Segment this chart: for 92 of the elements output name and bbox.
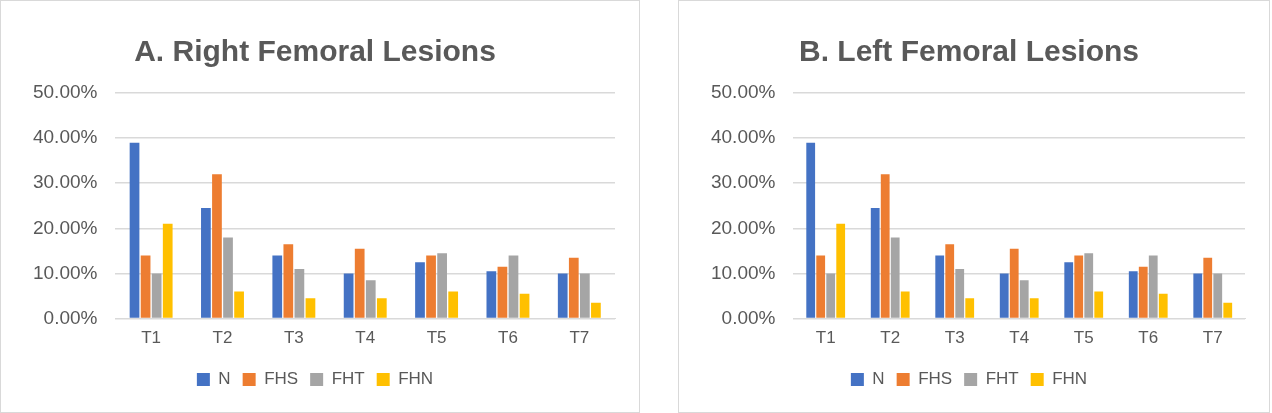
bar bbox=[870, 208, 880, 318]
bar bbox=[294, 268, 305, 318]
bar bbox=[1064, 262, 1074, 318]
bar bbox=[1223, 302, 1233, 318]
bar bbox=[272, 255, 283, 318]
bar bbox=[1009, 248, 1019, 318]
bar bbox=[1148, 255, 1158, 318]
bar bbox=[579, 273, 590, 318]
bar bbox=[826, 273, 836, 318]
bar bbox=[900, 291, 910, 318]
bar bbox=[426, 255, 436, 318]
bar bbox=[151, 273, 162, 318]
y-tick-label: 40.00% bbox=[710, 126, 776, 148]
bar bbox=[945, 244, 955, 318]
bar bbox=[234, 291, 244, 318]
bar bbox=[497, 266, 508, 318]
bar bbox=[437, 253, 447, 318]
bar bbox=[999, 273, 1009, 318]
bar bbox=[1084, 253, 1094, 318]
bar bbox=[1213, 273, 1223, 318]
bar bbox=[836, 223, 846, 318]
bar bbox=[508, 255, 519, 318]
bar bbox=[415, 262, 425, 318]
bar bbox=[1138, 266, 1148, 318]
x-tick-label: T5 bbox=[426, 328, 447, 348]
bar bbox=[1158, 293, 1168, 318]
bar bbox=[1128, 271, 1138, 318]
y-tick-label: 50.00% bbox=[710, 81, 776, 103]
bar bbox=[890, 237, 900, 318]
bar bbox=[354, 248, 365, 318]
bar bbox=[519, 293, 530, 318]
legend-label: FHT bbox=[331, 369, 365, 389]
x-tick-label: T1 bbox=[815, 328, 836, 348]
bar bbox=[1074, 255, 1084, 318]
x-tick-label: T6 bbox=[1138, 328, 1159, 348]
bar bbox=[955, 268, 965, 318]
chart-title: A. Right Femoral Lesions bbox=[134, 34, 496, 68]
x-tick-label: T3 bbox=[283, 328, 304, 348]
bar bbox=[935, 255, 945, 318]
x-tick-label: T4 bbox=[355, 328, 376, 348]
bar bbox=[486, 271, 497, 318]
bar bbox=[1094, 291, 1104, 318]
bar bbox=[880, 174, 890, 318]
legend-label: FHN bbox=[1052, 369, 1088, 389]
legend-label: FHS bbox=[264, 369, 299, 389]
bar bbox=[448, 291, 459, 318]
x-tick-label: T6 bbox=[498, 328, 518, 348]
x-tick-label: T3 bbox=[944, 328, 965, 348]
y-tick-label: 40.00% bbox=[32, 126, 98, 148]
bar bbox=[1029, 298, 1039, 318]
bar bbox=[965, 298, 975, 318]
legend-label: N bbox=[872, 369, 885, 389]
bar bbox=[223, 237, 233, 318]
x-tick-label: T7 bbox=[1202, 328, 1223, 348]
x-tick-label: T2 bbox=[880, 328, 901, 348]
legend-label: FHT bbox=[985, 369, 1019, 389]
bar bbox=[591, 302, 601, 318]
y-tick-label: 20.00% bbox=[32, 216, 98, 238]
bar bbox=[305, 298, 316, 318]
x-tick-label: T5 bbox=[1073, 328, 1094, 348]
bar bbox=[212, 174, 222, 318]
y-tick-label: 30.00% bbox=[710, 171, 776, 193]
y-tick-label: 0.00% bbox=[721, 306, 776, 328]
bar bbox=[129, 142, 140, 318]
y-tick-label: 20.00% bbox=[710, 216, 776, 238]
legend-label: FHS bbox=[918, 369, 953, 389]
bar bbox=[162, 223, 173, 318]
bar bbox=[1203, 257, 1213, 318]
bar bbox=[816, 255, 826, 318]
y-tick-label: 50.00% bbox=[32, 81, 98, 103]
bar bbox=[201, 208, 211, 318]
y-tick-label: 10.00% bbox=[710, 261, 776, 283]
y-tick-label: 30.00% bbox=[32, 171, 98, 193]
y-tick-label: 0.00% bbox=[43, 306, 98, 328]
bar bbox=[1019, 280, 1029, 318]
bar bbox=[343, 273, 354, 318]
chart-title: B. Left Femoral Lesions bbox=[798, 34, 1140, 68]
bar bbox=[376, 298, 387, 318]
bar bbox=[568, 257, 579, 318]
legend-label: N bbox=[218, 369, 231, 389]
legend-label: FHN bbox=[398, 369, 434, 389]
bar bbox=[1193, 273, 1203, 318]
x-tick-label: T4 bbox=[1009, 328, 1030, 348]
bar bbox=[283, 244, 294, 318]
bar bbox=[365, 280, 376, 318]
x-tick-label: T7 bbox=[569, 328, 590, 348]
x-tick-label: T1 bbox=[141, 328, 162, 348]
bar bbox=[557, 273, 568, 318]
y-tick-label: 10.00% bbox=[32, 261, 98, 283]
bar bbox=[140, 255, 151, 318]
bar bbox=[806, 142, 816, 318]
x-tick-label: T2 bbox=[212, 328, 233, 348]
